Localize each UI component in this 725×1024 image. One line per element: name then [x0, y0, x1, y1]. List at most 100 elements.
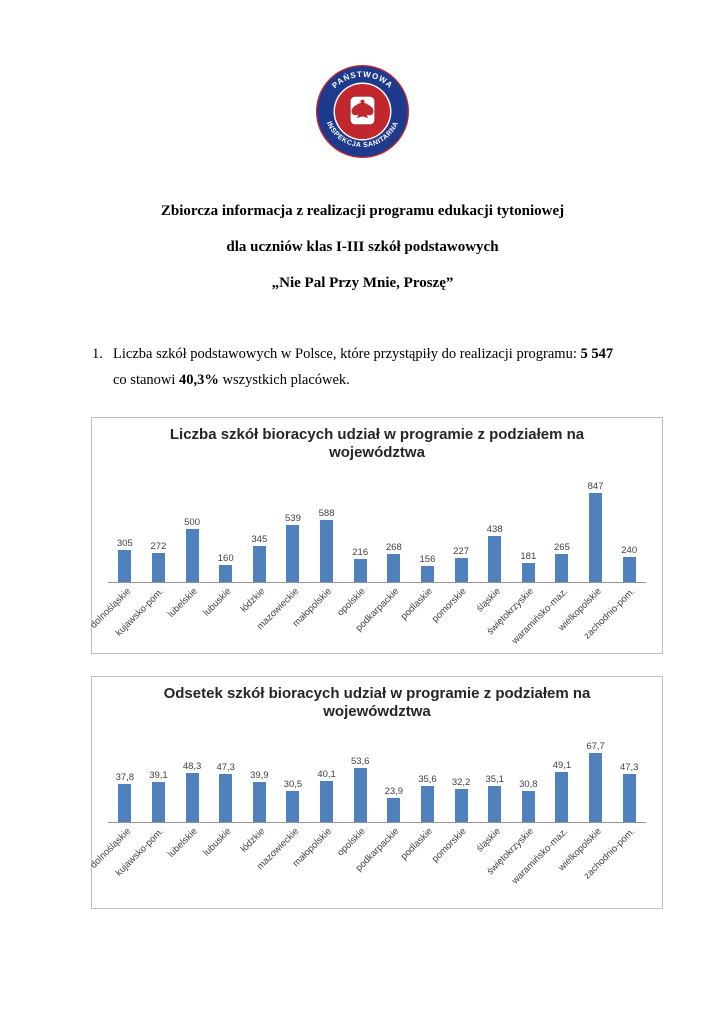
bar: [320, 780, 334, 822]
chart-title: Liczba szkół bioracych udział w programi…: [169, 426, 585, 462]
bar-column: 265: [545, 473, 579, 582]
bar: [521, 790, 535, 822]
bar: [118, 783, 132, 822]
bar-value-label: 156: [419, 553, 436, 565]
bar-column: 500: [175, 473, 209, 582]
chart-title: Odsetek szkół bioracych udział w program…: [163, 685, 591, 721]
bar: [151, 781, 165, 822]
bar: [454, 557, 468, 582]
bar-value-label: 47,3: [619, 761, 639, 773]
paragraph-part-1: Liczba szkół podstawowych w Polsce, któr…: [113, 346, 581, 362]
bar: [488, 785, 502, 822]
paragraph-part-2: co stanowi: [113, 372, 180, 388]
bar: [387, 553, 401, 582]
bar-column: 268: [377, 473, 411, 582]
bar-column: 23,9: [377, 732, 411, 822]
bar-value-label: 268: [385, 541, 402, 553]
bar: [555, 771, 569, 822]
chart-schools-percent: Odsetek szkół bioracych udział w program…: [88, 676, 663, 909]
bar: [252, 545, 266, 582]
x-axis-label: łódzkie: [238, 825, 268, 855]
chart-schools-count: Liczba szkół bioracych udział w programi…: [88, 417, 663, 654]
bar: [219, 564, 233, 582]
chart-plot-area: 305 272 500 160 345 539 588 216 268 156 227 438 181 2…: [88, 473, 662, 653]
x-axis-label-cell: małopolskie: [291, 823, 344, 893]
bar-value-label: 37,8: [115, 771, 135, 783]
bar-column: 49,1: [545, 732, 579, 822]
bar: [118, 549, 132, 582]
bar-column: 539: [276, 473, 310, 582]
bar-value-label: 39,1: [149, 769, 168, 781]
bars-row: 37,8 39,1 48,3 47,3 39,9 30,5 40,1 53,6 23,9 35,6…: [108, 732, 646, 823]
bar-column: 32,2: [444, 732, 478, 822]
x-axis-label-cell: małopolskie: [291, 583, 344, 653]
bar: [622, 556, 636, 582]
bar: [185, 528, 199, 582]
bar: [286, 790, 300, 822]
bar-value-label: 227: [453, 545, 469, 557]
schools-percent-value: 40,3%: [179, 372, 219, 388]
document-title-line-1: Zbiorcza informacja z realizacji program…: [160, 203, 565, 219]
bar-column: 847: [579, 473, 613, 582]
bar-value-label: 30,5: [283, 778, 303, 790]
bar: [488, 535, 502, 582]
bar-column: 39,9: [243, 732, 277, 822]
bar-column: 35,1: [478, 732, 512, 822]
x-axis-labels: dolnośląskie kujawsko-pom. lubelskie lubusk…: [88, 583, 646, 653]
x-axis-label: łódzkie: [238, 585, 268, 615]
paragraph-text: Liczba szkół podstawowych w Polsce, któr…: [113, 341, 644, 393]
x-axis-label-cell: lubuskie: [201, 583, 243, 653]
bar: [454, 788, 468, 822]
bar-value-label: 40,1: [317, 768, 336, 780]
bar-value-label: 345: [251, 533, 268, 545]
bar-value-label: 181: [520, 550, 537, 562]
bar-column: 227: [444, 473, 478, 582]
bar-column: 588: [310, 473, 344, 582]
x-axis-label-cell: zachodnio-pom.: [581, 823, 646, 893]
bar-value-label: 48,3: [182, 760, 202, 772]
bar: [151, 552, 165, 582]
bar-column: 181: [512, 473, 546, 582]
intro-paragraph: 1. Liczba szkół podstawowych w Polsce, k…: [92, 341, 644, 393]
bar-value-label: 272: [150, 540, 167, 552]
paragraph-part-3: wszystkich placówek.: [218, 372, 350, 388]
x-axis-label: śląskie: [474, 825, 503, 854]
bar-column: 47,3: [209, 732, 243, 822]
bar: [252, 781, 266, 822]
bar: [320, 519, 334, 582]
bar-value-label: 305: [116, 537, 133, 549]
bar-column: 30,8: [512, 732, 546, 822]
list-item-number: 1.: [92, 346, 103, 362]
document-title-block: Zbiorcza informacja z realizacji program…: [0, 193, 725, 301]
bar: [185, 772, 199, 822]
x-axis-label-cell: kujawsko-pom.: [114, 583, 176, 653]
bar-column: 438: [478, 473, 512, 582]
bar-value-label: 35,1: [485, 773, 504, 785]
bar-value-label: 539: [285, 512, 301, 524]
bar: [555, 553, 569, 582]
bar: [387, 797, 401, 822]
bar: [219, 773, 233, 822]
logo-badge-icon: PAŃSTWOWA INSPEKCJA SANITARNA: [315, 64, 410, 159]
bar: [286, 524, 300, 582]
bar-value-label: 500: [184, 516, 200, 528]
bar-column: 240: [612, 473, 646, 582]
bar-column: 40,1: [310, 732, 344, 822]
bar-value-label: 30,8: [519, 778, 538, 790]
bar: [521, 562, 535, 582]
bar-value-label: 438: [486, 523, 503, 535]
bar-column: 37,8: [108, 732, 142, 822]
bar-column: 305: [108, 473, 142, 582]
bar-value-label: 67,7: [586, 740, 605, 752]
bar-column: 67,7: [579, 732, 613, 822]
bar-value-label: 588: [318, 507, 335, 519]
document-title-line-2: dla uczniów klas I-III szkół podstawowyc…: [226, 239, 499, 255]
bar: [589, 492, 603, 582]
x-axis-label-cell: pomorskie: [430, 823, 478, 893]
bar-column: 160: [209, 473, 243, 582]
x-axis-label: śląskie: [474, 585, 503, 614]
bar-value-label: 32,2: [451, 776, 471, 788]
bar-value-label: 265: [554, 541, 570, 553]
bar-value-label: 160: [217, 552, 234, 564]
